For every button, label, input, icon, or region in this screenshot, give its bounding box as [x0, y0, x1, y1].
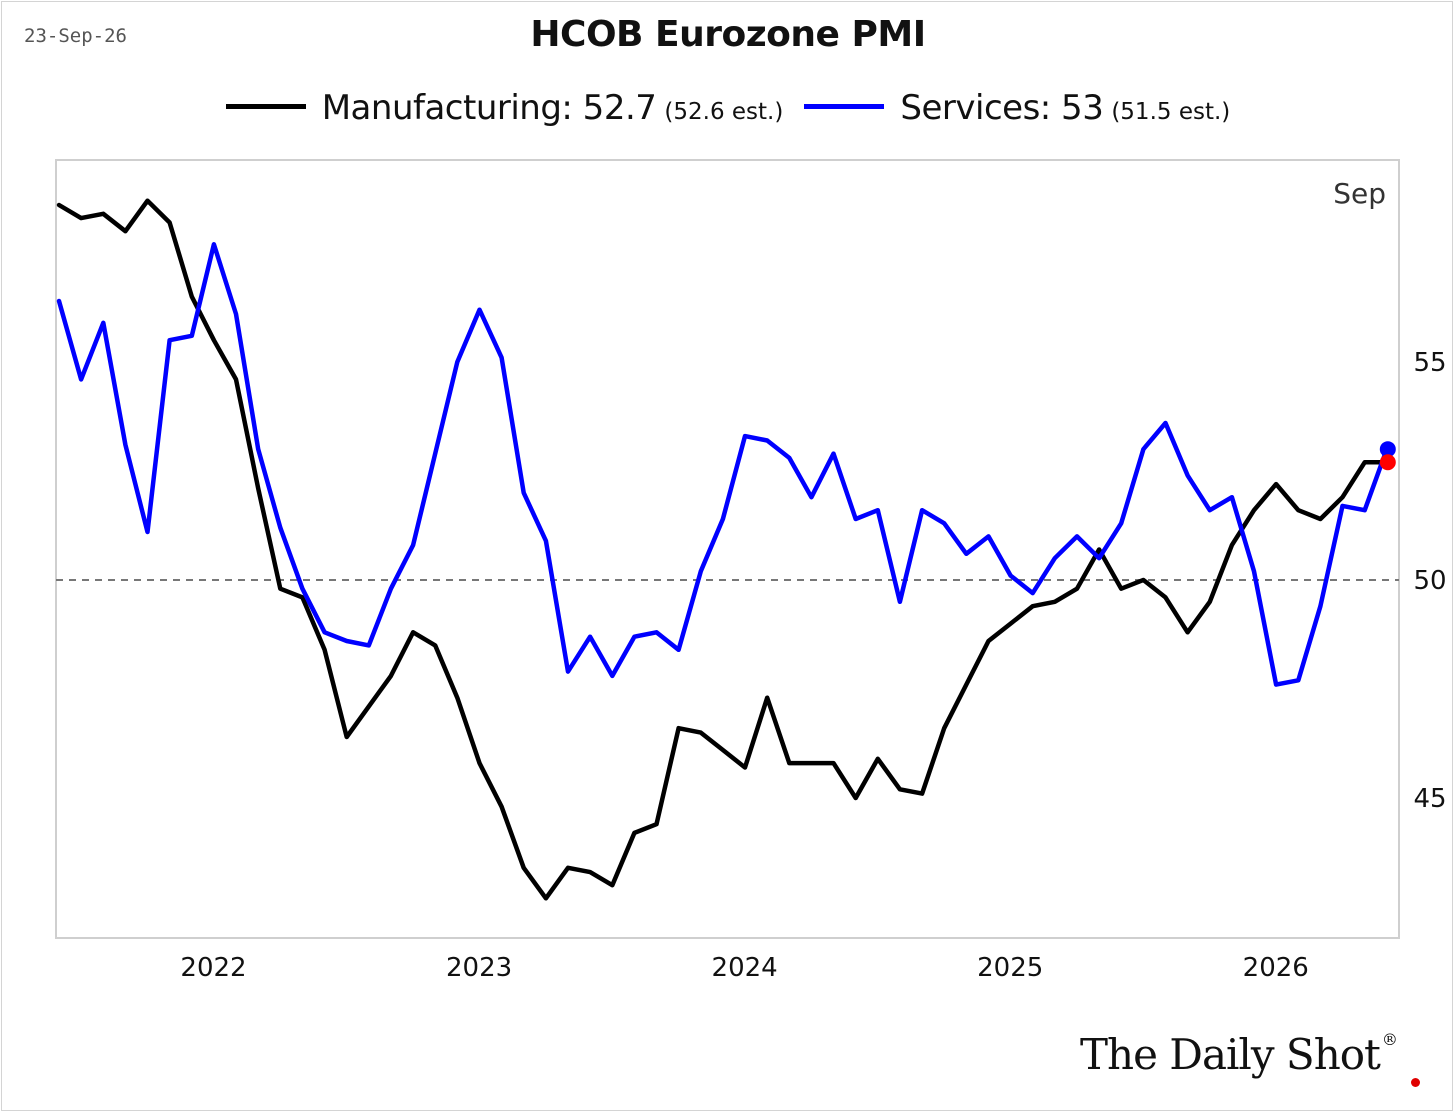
brand-registered-mark: ®: [1381, 1030, 1398, 1049]
annotation-sep: Sep: [1333, 177, 1386, 210]
legend-label-manufacturing: Manufacturing: 52.7: [321, 88, 657, 128]
brand-text: The Daily Shot: [1080, 1030, 1381, 1079]
x-tick-label: 2025: [977, 953, 1043, 983]
x-tick-label: 2026: [1243, 953, 1309, 983]
endpoints-group: [1379, 441, 1396, 471]
x-tick-label: 2022: [180, 953, 246, 983]
series-group: [56, 198, 1390, 901]
legend: Manufacturing: 52.7 (52.6 est.) Services…: [0, 88, 1456, 128]
x-tick-label: 2023: [446, 953, 512, 983]
legend-item-services: Services: 53 (51.5 est.): [804, 88, 1230, 128]
series-line-services: [56, 242, 1390, 687]
legend-item-manufacturing: Manufacturing: 52.7 (52.6 est.): [225, 88, 784, 128]
series-line-manufacturing: [56, 198, 1390, 901]
y-tick-label: 45: [1413, 784, 1446, 814]
legend-swatch-manufacturing: [225, 104, 306, 109]
date-stamp: 23-Sep-26: [24, 25, 127, 47]
x-axis: 2022 2023 2024 2025 2026: [180, 953, 1308, 983]
chart-title: HCOB Eurozone PMI: [530, 14, 926, 55]
legend-swatch-services: [804, 104, 885, 109]
legend-est-manufacturing: (52.6 est.): [664, 99, 784, 125]
endpoint-manufacturing: [1379, 454, 1396, 471]
x-tick-label: 2024: [712, 953, 778, 983]
y-tick-label: 50: [1413, 566, 1446, 596]
brand-logo: The Daily Shot ®: [1080, 1030, 1398, 1079]
y-axis: 45 50 55: [1413, 348, 1446, 814]
endpoint-services: [1379, 441, 1396, 458]
y-tick-label: 55: [1413, 348, 1446, 378]
brand-dot: [1411, 1078, 1420, 1087]
plot-area: [55, 159, 1400, 939]
legend-est-services: (51.5 est.): [1111, 99, 1231, 125]
legend-label-services: Services: 53: [900, 88, 1104, 128]
